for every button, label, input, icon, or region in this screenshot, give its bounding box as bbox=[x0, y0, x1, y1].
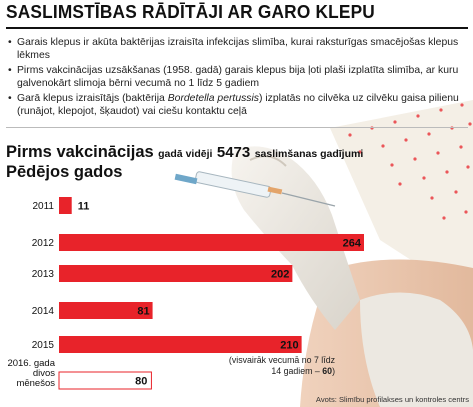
note-value: 60 bbox=[322, 366, 333, 376]
fact-text: Garā klepus izraisītājs (baktērija Borde… bbox=[17, 92, 459, 118]
heading-part2: gadā vidēji bbox=[158, 148, 213, 160]
age-note: (visvairāk vecumā no 7 līdz 14 gadiem – … bbox=[225, 355, 335, 377]
source-credit: Avots: Slimību profilakses un kontroles … bbox=[315, 395, 469, 404]
syringe-icon bbox=[174, 171, 336, 207]
title-divider bbox=[6, 27, 468, 29]
heading-part3: saslimšanas gadījumi bbox=[254, 148, 364, 160]
heading-number: 5473 bbox=[216, 144, 251, 161]
fact-item-bacteria: Garā klepus izraisītājs (baktērija Borde… bbox=[8, 92, 463, 119]
note-text: (visvairāk vecumā no 7 līdz 14 gadiem – bbox=[228, 355, 335, 376]
chart-heading: Pirms vakcinācijas gadā vidēji 5473 sasl… bbox=[6, 143, 363, 162]
fact-item: Garais klepus ir akūta baktērijas izrais… bbox=[8, 36, 463, 63]
section-divider bbox=[6, 127, 468, 128]
facts-list: Garais klepus ir akūta baktērijas izrais… bbox=[8, 36, 463, 119]
chart-subtitle: Pēdējos gados bbox=[6, 163, 123, 181]
page-title: SASLIMSTĪBAS RĀDĪTĀJI AR GARO KLEPU bbox=[6, 2, 375, 22]
fact-item: Pirms vakcinācijas uzsākšanas (1958. gad… bbox=[8, 64, 463, 91]
heading-part1: Pirms vakcinācijas bbox=[6, 143, 154, 161]
note-close: ) bbox=[332, 366, 335, 376]
